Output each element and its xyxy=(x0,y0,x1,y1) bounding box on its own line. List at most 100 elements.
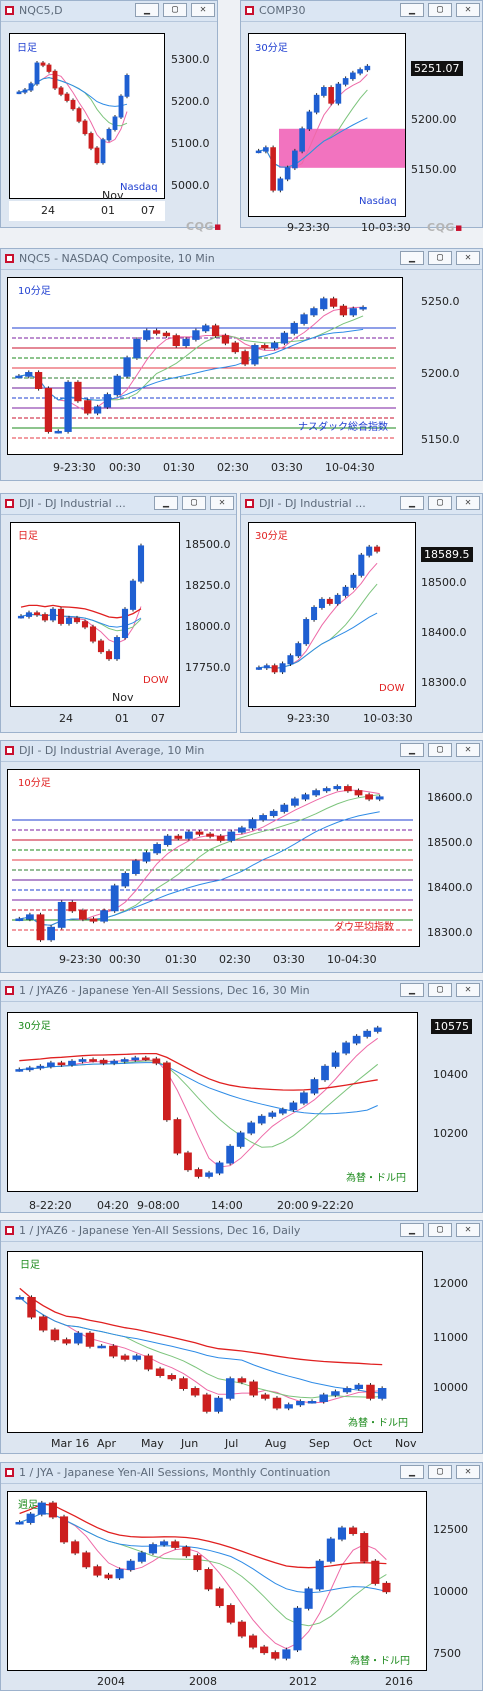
minimize-button[interactable]: ▁ xyxy=(400,3,424,17)
window-nasdaq-10min[interactable]: NQC5 - NASDAQ Composite, 10 Min ▁ ▢ ✕ 10… xyxy=(0,248,483,481)
close-button[interactable]: ✕ xyxy=(456,496,480,510)
close-button[interactable]: ✕ xyxy=(456,251,480,265)
chart-area[interactable]: 30分足 為替・ドル円 xyxy=(7,1012,418,1192)
chart-area[interactable]: 日足 DOW Nov xyxy=(10,522,180,707)
minimize-button[interactable]: ▁ xyxy=(400,983,424,997)
candle-body xyxy=(152,1058,161,1064)
maximize-button[interactable]: ▢ xyxy=(182,496,206,510)
candle-body xyxy=(278,1109,287,1114)
candle-body xyxy=(248,819,257,829)
cqg-app-icon xyxy=(5,499,14,508)
close-button[interactable]: ✕ xyxy=(456,983,480,997)
title-bar[interactable]: DJI - DJ Industrial ... ▁ ▢ ✕ xyxy=(241,494,482,515)
minimize-button[interactable]: ▁ xyxy=(154,496,178,510)
candle-body xyxy=(279,663,286,673)
candle-body xyxy=(373,1027,382,1032)
candle-body xyxy=(37,1502,46,1515)
instrument-label: Nasdaq xyxy=(359,196,397,207)
title-bar[interactable]: NQC5 - NASDAQ Composite, 10 Min ▁ ▢ ✕ xyxy=(1,249,482,270)
moving-average-line xyxy=(19,1512,387,1627)
window-dji-30min[interactable]: DJI - DJ Industrial ... ▁ ▢ ✕ 30分足 DOW 1… xyxy=(240,493,483,733)
maximize-button[interactable]: ▢ xyxy=(428,743,452,757)
candle-body xyxy=(269,810,278,817)
candle-body xyxy=(148,1544,158,1554)
close-button[interactable]: ✕ xyxy=(456,1465,480,1479)
candlestick-chart xyxy=(12,784,413,942)
candle-body xyxy=(93,1566,102,1576)
title-bar[interactable]: DJI - DJ Industrial ... ▁ ▢ ✕ xyxy=(1,494,236,515)
title-bar[interactable]: 1 / JYAZ6 - Japanese Yen-All Sessions, D… xyxy=(1,1221,482,1242)
maximize-button[interactable]: ▢ xyxy=(428,496,452,510)
minimize-button[interactable]: ▁ xyxy=(400,1465,424,1479)
chart-area[interactable]: 日足 為替・ドル円 xyxy=(7,1251,423,1433)
minimize-button[interactable]: ▁ xyxy=(400,251,424,265)
candle-body xyxy=(293,1607,302,1651)
y-axis-label: 10000 xyxy=(433,1381,468,1394)
x-axis-label: Nov xyxy=(395,1437,417,1450)
maximize-button[interactable]: ▢ xyxy=(428,983,452,997)
maximize-button[interactable]: ▢ xyxy=(428,3,452,17)
maximize-button[interactable]: ▢ xyxy=(428,1223,452,1237)
candle-body xyxy=(360,1533,369,1562)
chart-area[interactable]: 10分足 ナスダック総合指数 xyxy=(7,277,403,455)
window-yen-daily[interactable]: 1 / JYAZ6 - Japanese Yen-All Sessions, D… xyxy=(0,1220,483,1454)
maximize-button[interactable]: ▢ xyxy=(163,3,187,17)
candle-body xyxy=(137,1552,146,1562)
candle-body xyxy=(263,665,270,669)
close-button[interactable]: ✕ xyxy=(456,1223,480,1237)
window-nasdaq-daily[interactable]: NQC5,D ▁ ▢ ✕ 日足 Nasdaq 5300.0 5200.0 510… xyxy=(0,0,218,228)
minimize-button[interactable]: ▁ xyxy=(135,3,159,17)
moving-average-line xyxy=(19,1512,387,1650)
candle-body xyxy=(132,1355,141,1360)
x-axis-label: 00:30 xyxy=(109,953,141,966)
window-yen-30min[interactable]: 1 / JYAZ6 - Japanese Yen-All Sessions, D… xyxy=(0,980,483,1213)
candle-body xyxy=(163,835,172,846)
y-axis-label: 5300.0 xyxy=(171,53,210,66)
candle-body xyxy=(226,1605,235,1623)
close-button[interactable]: ✕ xyxy=(456,3,480,17)
candle-body xyxy=(118,95,124,118)
title-bar[interactable]: DJI - DJ Industrial Average, 10 Min ▁ ▢ … xyxy=(1,741,482,762)
window-title: NQC5,D xyxy=(19,4,63,17)
chart-area[interactable]: 30分足 DOW xyxy=(248,522,416,707)
chart-area[interactable]: 10分足 ダウ平均指数 xyxy=(7,769,420,947)
close-button[interactable]: ✕ xyxy=(456,743,480,757)
candle-body xyxy=(306,111,313,130)
minimize-button[interactable]: ▁ xyxy=(400,496,424,510)
window-comp30[interactable]: COMP30 ▁ ▢ ✕ 30分足 Nasdaq 5251.07 5200.00… xyxy=(240,0,483,234)
candle-body xyxy=(349,308,357,316)
candle-body xyxy=(205,1172,213,1177)
candle-body xyxy=(221,335,230,344)
instrument-label: 為替・ドル円 xyxy=(346,1173,406,1184)
title-bar[interactable]: 1 / JYA - Japanese Yen-All Sessions, Mon… xyxy=(1,1463,482,1484)
candle-body xyxy=(52,70,58,89)
chart-area[interactable]: 30分足 Nasdaq xyxy=(248,33,406,217)
candle-body xyxy=(307,1401,317,1404)
maximize-button[interactable]: ▢ xyxy=(428,1465,452,1479)
candle-body xyxy=(311,606,318,621)
x-axis-label: 10-04:30 xyxy=(327,953,377,966)
candle-body xyxy=(74,381,82,402)
candle-body xyxy=(231,342,239,353)
x-axis-label: 24 xyxy=(59,712,73,725)
close-button[interactable]: ✕ xyxy=(210,496,234,510)
minimize-button[interactable]: ▁ xyxy=(400,743,424,757)
cqg-app-icon xyxy=(5,746,14,755)
candle-body xyxy=(15,375,23,379)
chart-area[interactable]: 日足 Nasdaq xyxy=(9,33,165,199)
title-bar[interactable]: COMP30 ▁ ▢ ✕ xyxy=(241,1,482,22)
title-bar[interactable]: 1 / JYAZ6 - Japanese Yen-All Sessions, D… xyxy=(1,981,482,1002)
window-yen-monthly[interactable]: 1 / JYA - Japanese Yen-All Sessions, Mon… xyxy=(0,1462,483,1691)
candle-body xyxy=(47,926,55,941)
last-price-box: 10575 xyxy=(431,1019,472,1034)
chart-area[interactable]: 週足 為替・ドル円 xyxy=(7,1491,427,1671)
maximize-button[interactable]: ▢ xyxy=(428,251,452,265)
candle-body xyxy=(303,619,310,645)
candle-body xyxy=(363,1030,372,1037)
minimize-button[interactable]: ▁ xyxy=(400,1223,424,1237)
window-dji-daily[interactable]: DJI - DJ Industrial ... ▁ ▢ ✕ 日足 DOW Nov… xyxy=(0,493,237,733)
close-button[interactable]: ✕ xyxy=(191,3,215,17)
window-dji-10min[interactable]: DJI - DJ Industrial Average, 10 Min ▁ ▢ … xyxy=(0,740,483,973)
candle-body xyxy=(280,804,289,812)
title-bar[interactable]: NQC5,D ▁ ▢ ✕ xyxy=(1,1,217,22)
